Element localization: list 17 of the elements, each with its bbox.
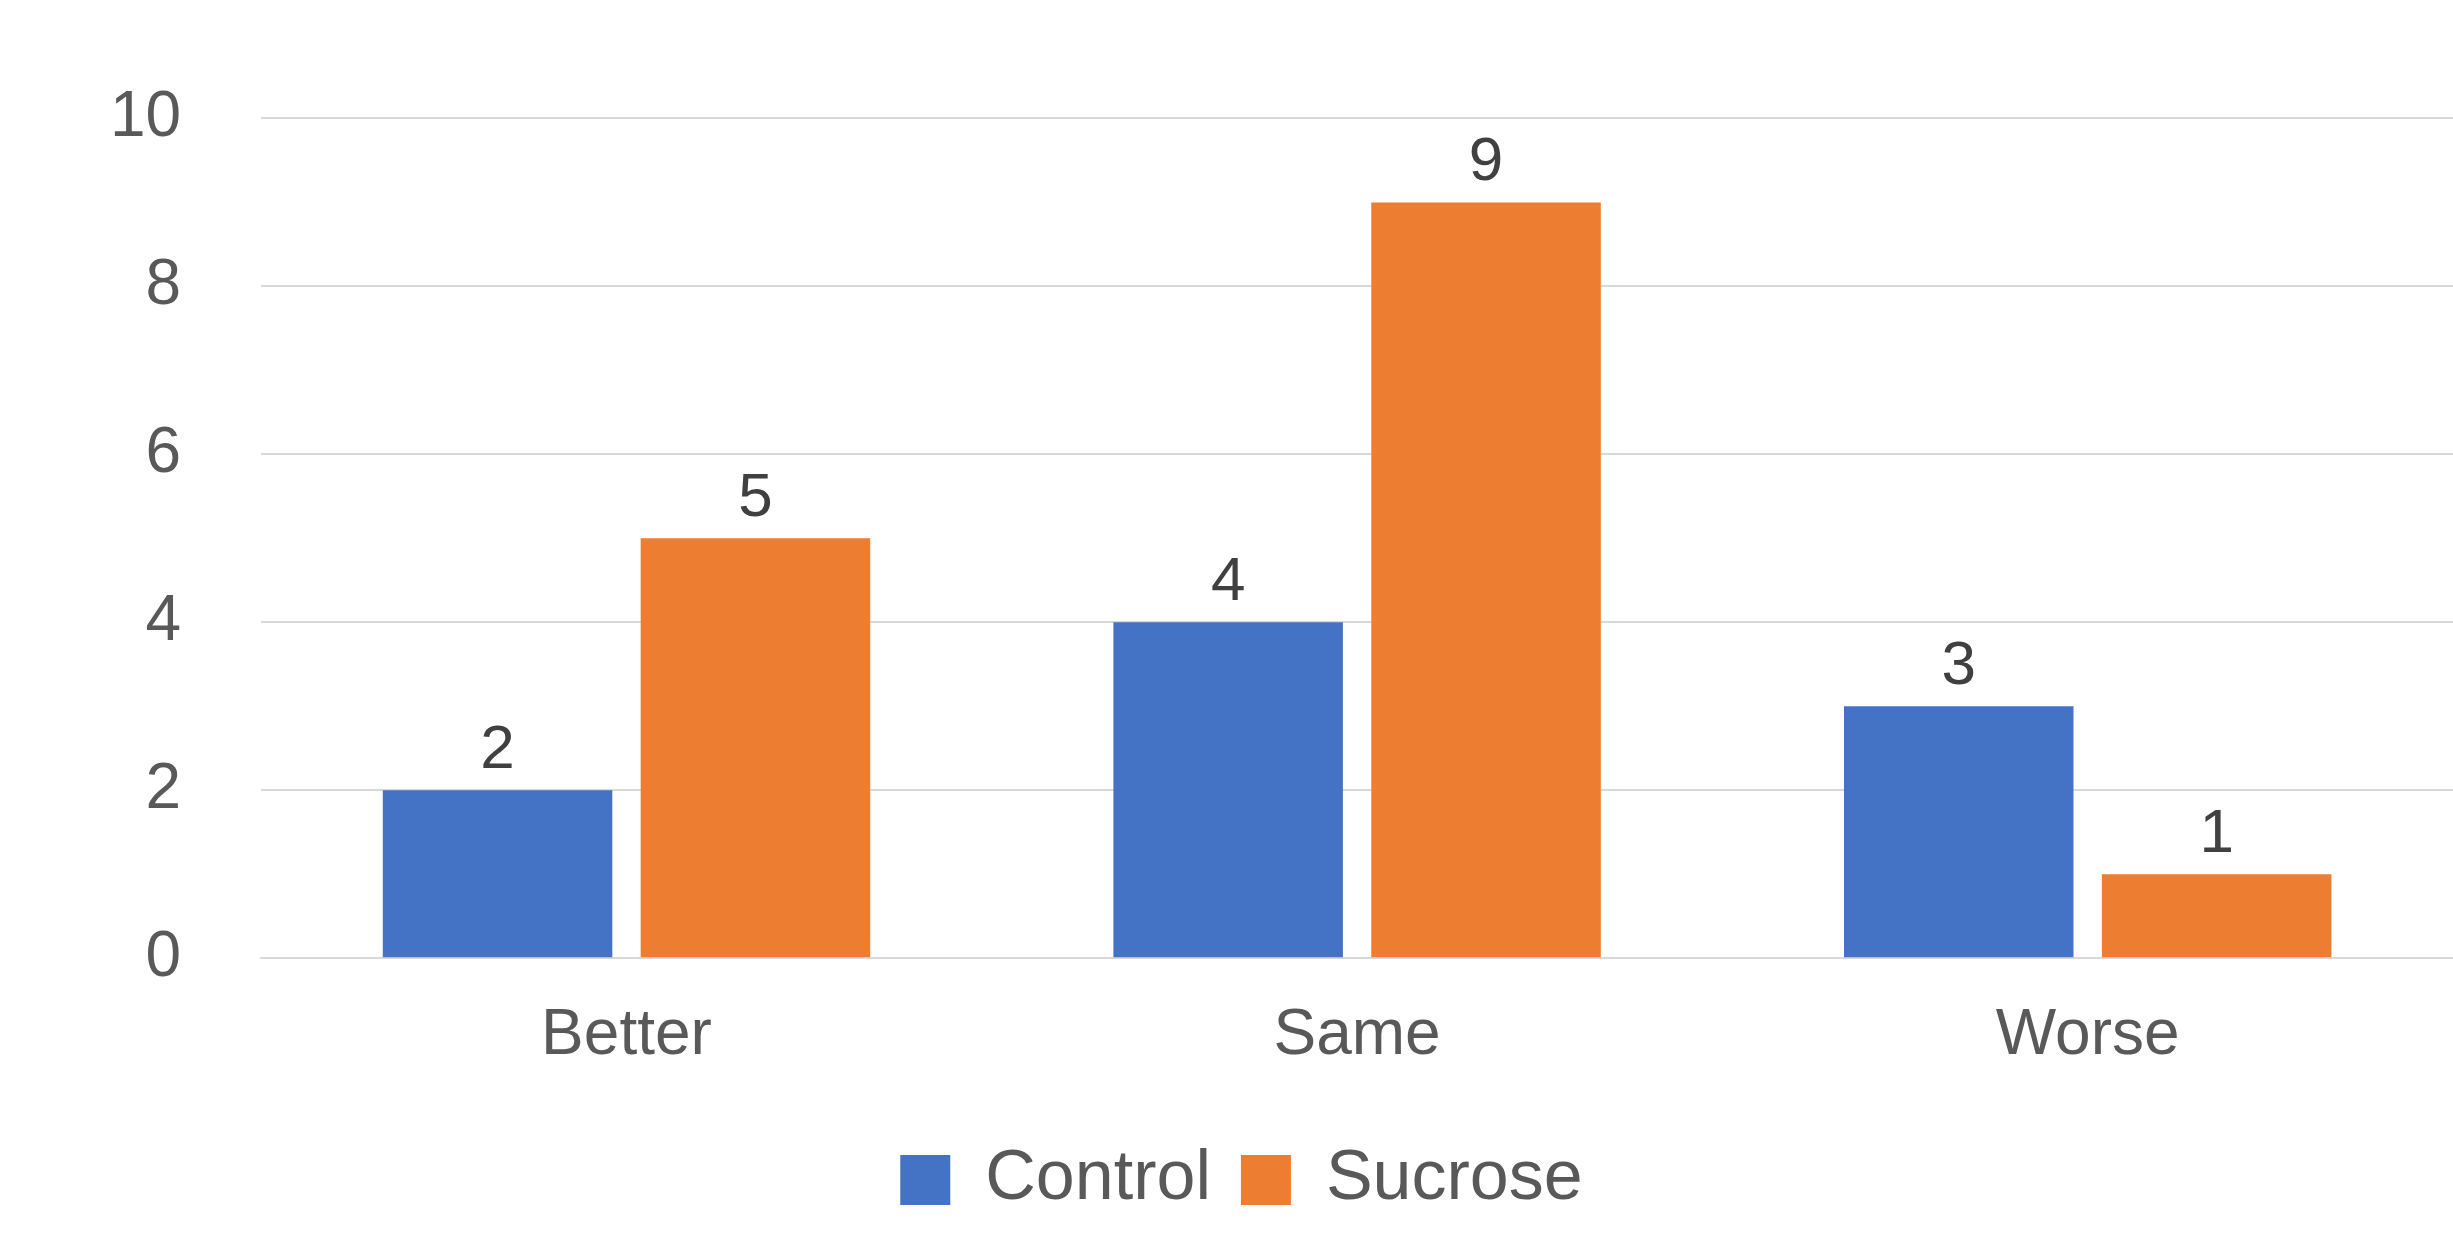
y-tick-label: 4 [145, 581, 182, 654]
y-tick-label: 0 [145, 917, 182, 990]
data-label: 3 [1941, 628, 1976, 698]
x-tick-label: Better [541, 996, 712, 1069]
x-tick-label: Same [1273, 996, 1441, 1069]
data-label: 5 [738, 460, 773, 530]
data-label: 2 [480, 712, 515, 782]
y-tick-label: 8 [145, 246, 182, 318]
y-tick-label: 2 [145, 749, 182, 822]
x-tick-label: Worse [1995, 996, 2180, 1069]
legend-label: Sucrose [1325, 1136, 1583, 1215]
y-tick-label: 10 [110, 78, 182, 151]
data-label: 1 [2199, 796, 2234, 866]
legend-label: Control [985, 1136, 1211, 1215]
data-label: 9 [1468, 124, 1504, 194]
data-label: 4 [1210, 544, 1246, 614]
y-tick-label: 6 [145, 413, 182, 486]
